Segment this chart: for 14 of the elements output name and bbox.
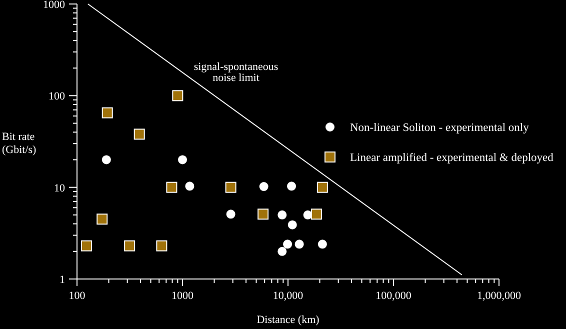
x-tick-label: 1,000,000 bbox=[477, 290, 522, 302]
legend-label: Non-linear Soliton - experimental only bbox=[350, 122, 530, 134]
annotation: signal-spontaneous noise limit bbox=[194, 61, 278, 84]
legend-label: Linear amplified - experimental & deployed bbox=[350, 152, 554, 164]
y-tick-label: 1000 bbox=[43, 0, 66, 11]
y-tick-label: 10 bbox=[54, 182, 66, 194]
x-tick-label: 100,000 bbox=[376, 290, 412, 302]
x-tick-label: 10,000 bbox=[272, 290, 304, 302]
x-axis-title: Distance (km) bbox=[256, 314, 320, 326]
y-axis-title: Bit rate (Gbit/s) bbox=[2, 131, 37, 156]
y-tick-label: 100 bbox=[48, 90, 66, 103]
y-tick-label: 1 bbox=[60, 274, 65, 286]
x-tick-label: 1000 bbox=[172, 290, 194, 302]
x-tick-label: 100 bbox=[68, 290, 86, 302]
